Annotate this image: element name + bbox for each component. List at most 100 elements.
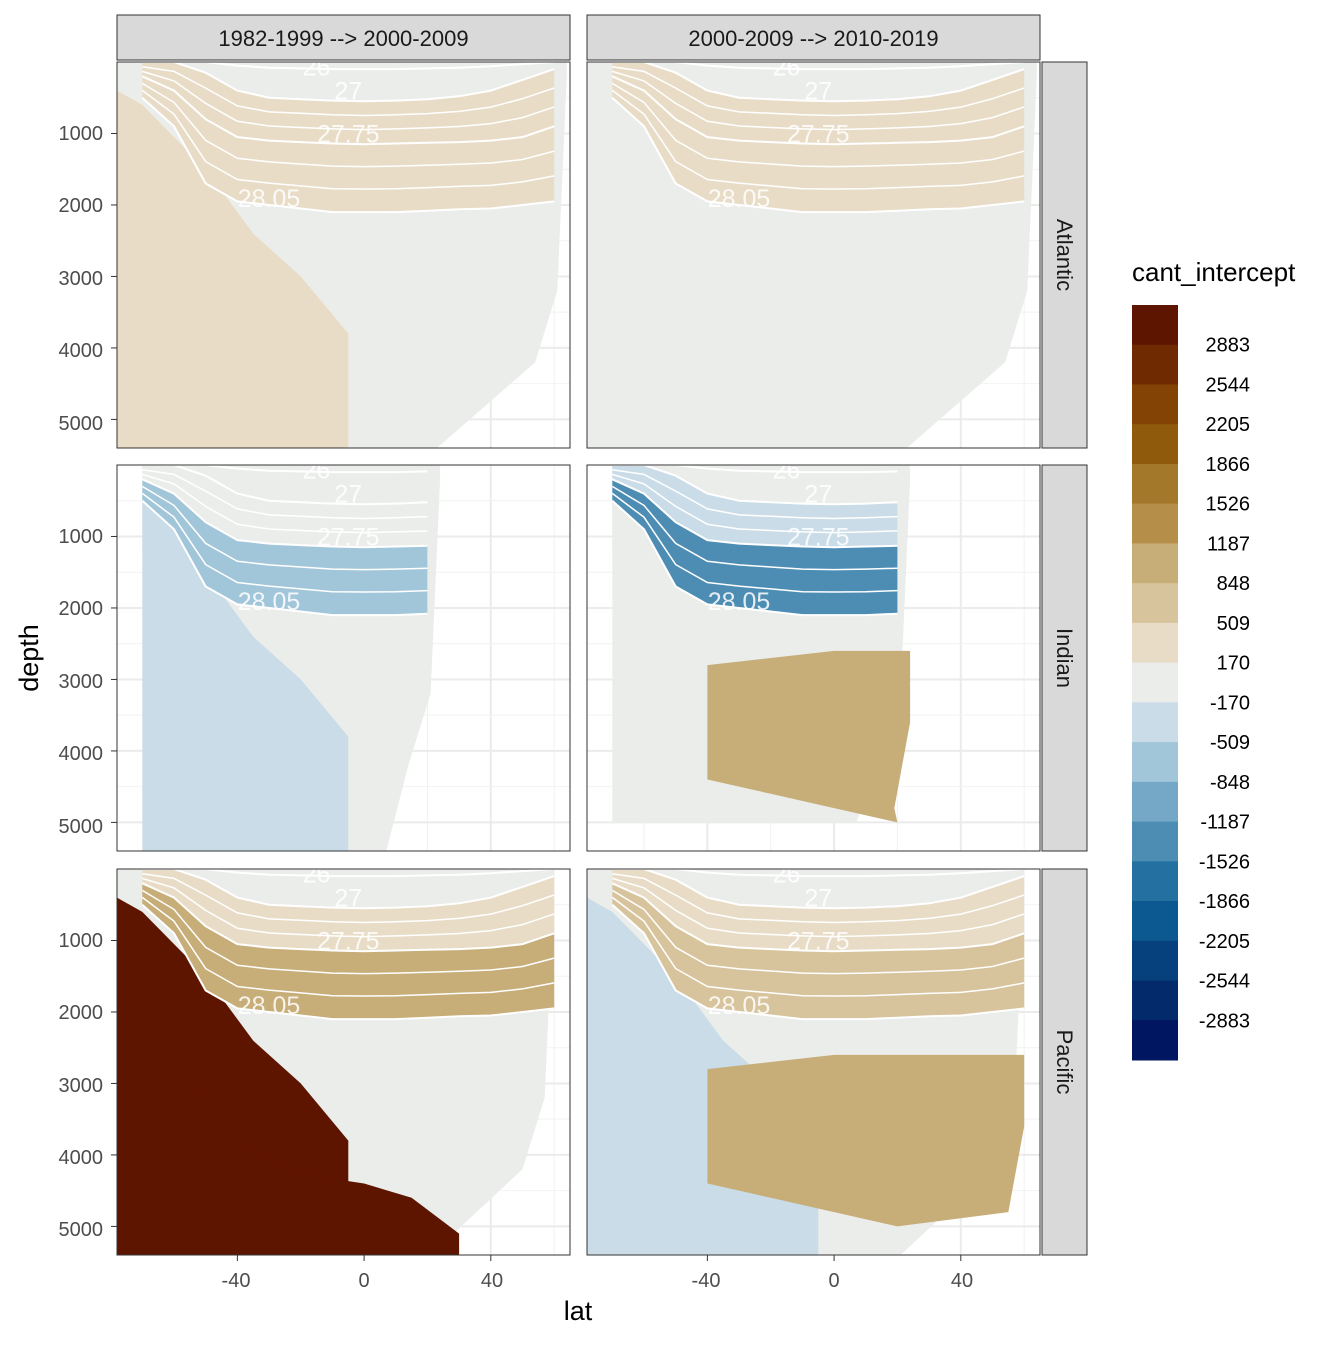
legend-color-key [1132, 1020, 1178, 1061]
water-mass-deep-south [587, 90, 819, 448]
panels: 262727.7528.05262727.7528.05262727.7528.… [111, 53, 1041, 1261]
water-mass-deep-north [707, 1054, 1025, 1227]
legend-color-key [1132, 543, 1178, 584]
x-tick-label: 0 [828, 1270, 839, 1292]
legend-break-label: 2883 [1206, 335, 1251, 357]
legend-color-key [1132, 344, 1178, 385]
legend-break-label: 1866 [1206, 454, 1251, 476]
x-axis-title: lat [564, 1296, 593, 1326]
isopycnal-line [612, 869, 1025, 878]
legend-color-key [1132, 940, 1178, 982]
panel-border [116, 868, 571, 1256]
y-tick-label: 4000 [59, 340, 104, 362]
isopycnal-line [611, 889, 1025, 975]
isopycnal-label: 28.05 [238, 992, 301, 1020]
x-tick-label: 40 [481, 1270, 503, 1292]
legend-break-label: -509 [1210, 732, 1250, 754]
strip-row-pacific: Pacific [1041, 868, 1088, 1256]
x-axis-column-2: -40 0 40 [692, 1270, 974, 1292]
isopycnal-line [141, 89, 555, 190]
isopycnal-line [611, 499, 898, 617]
isopycnal-line [611, 882, 1025, 953]
x-tick-label: 40 [951, 1270, 973, 1292]
isopycnal-label: 27.75 [787, 120, 850, 148]
isopycnal-line [141, 75, 555, 146]
strip-row-indian-label: Indian [1052, 628, 1077, 688]
legend-break-label: 170 [1217, 653, 1250, 675]
strip-column-2-label: 2000-2009 --> 2010-2019 [688, 26, 938, 51]
y-tick-label: 5000 [59, 1219, 104, 1241]
water-mass-intermediate [142, 479, 428, 616]
legend-break-label: 2205 [1206, 414, 1251, 436]
legend: cant_intercept 2883 2544 2205 1866 1526 1187 8… [1132, 257, 1296, 1061]
y-tick-label: 4000 [59, 743, 104, 765]
isopycnal-line [141, 485, 428, 571]
panel-border [116, 61, 571, 449]
y-tick-label: 2000 [59, 195, 104, 217]
legend-color-key [1132, 980, 1178, 1021]
isopycnal-line [141, 492, 428, 593]
legend-break-label: 1526 [1206, 494, 1251, 516]
y-axis-row-2: 1000 2000 3000 4000 5000 [59, 526, 104, 838]
y-axis-row-1: 1000 2000 3000 4000 5000 [59, 123, 104, 435]
water-mass-upper [142, 62, 555, 145]
isopycnal-label: 27 [804, 78, 832, 106]
isopycnal-line [142, 62, 555, 103]
isopycnal-label: 26 [303, 53, 331, 81]
isopycnal-label: 27.75 [317, 120, 380, 148]
y-tick-label: 1000 [59, 930, 104, 952]
isopycnal-line [612, 62, 1025, 71]
isopycnal-line [612, 869, 1025, 910]
isopycnal-label: 27 [804, 885, 832, 913]
isopycnal-line [142, 473, 428, 534]
strip-column-1: 1982-1999 --> 2000-2009 [116, 14, 571, 61]
strip-row-pacific-label: Pacific [1052, 1030, 1077, 1095]
legend-color-key [1132, 821, 1178, 862]
axis-ticks [111, 132, 962, 1261]
water-mass-deep-south [142, 493, 349, 851]
legend-break-label: 509 [1217, 613, 1250, 635]
y-tick-label: 3000 [59, 671, 104, 693]
isopycnal-line [142, 465, 428, 474]
isopycnal-line [141, 889, 555, 975]
isopycnal-line [141, 903, 555, 1021]
isopycnal-line [611, 492, 898, 593]
water-mass-deep-core [117, 997, 460, 1255]
isopycnal-line [142, 465, 428, 506]
isopycnal-line [612, 65, 1025, 117]
isopycnal-label: 27 [334, 885, 362, 913]
strip-row-indian: Indian [1041, 464, 1088, 852]
isopycnal-line [142, 70, 555, 131]
y-tick-label: 2000 [59, 598, 104, 620]
isopycnal-label: 27 [804, 481, 832, 509]
y-axis-title: depth [14, 624, 44, 692]
panel-border [116, 464, 571, 852]
legend-break-label: -1526 [1199, 851, 1250, 873]
isopycnal-line [611, 75, 1025, 146]
isopycnal-line [611, 903, 1025, 1021]
water-mass-intermediate [612, 479, 898, 616]
panel-border [586, 868, 1041, 1256]
strip-column-1-label: 1982-1999 --> 2000-2009 [218, 26, 468, 51]
x-tick-label: 0 [358, 1270, 369, 1292]
isopycnal-label: 28.05 [238, 185, 301, 213]
x-tick-label: -40 [692, 1270, 721, 1292]
isopycnal-line [142, 877, 555, 938]
isopycnal-label: 27.75 [787, 523, 850, 551]
water-mass-upper [142, 465, 428, 548]
isopycnal-line [612, 473, 898, 534]
legend-color-key [1132, 702, 1178, 743]
isopycnal-label: 28.05 [708, 588, 771, 616]
legend-break-label: -1866 [1199, 891, 1250, 913]
isopycnal-label: 28.05 [708, 185, 771, 213]
isopycnal-label: 26 [303, 860, 331, 888]
isopycnal-label: 27 [334, 481, 362, 509]
isopycnal-label: 28.05 [238, 588, 301, 616]
isopycnal-line [141, 96, 555, 214]
isopycnal-line [612, 70, 1025, 131]
legend-break-label: -2205 [1199, 931, 1250, 953]
